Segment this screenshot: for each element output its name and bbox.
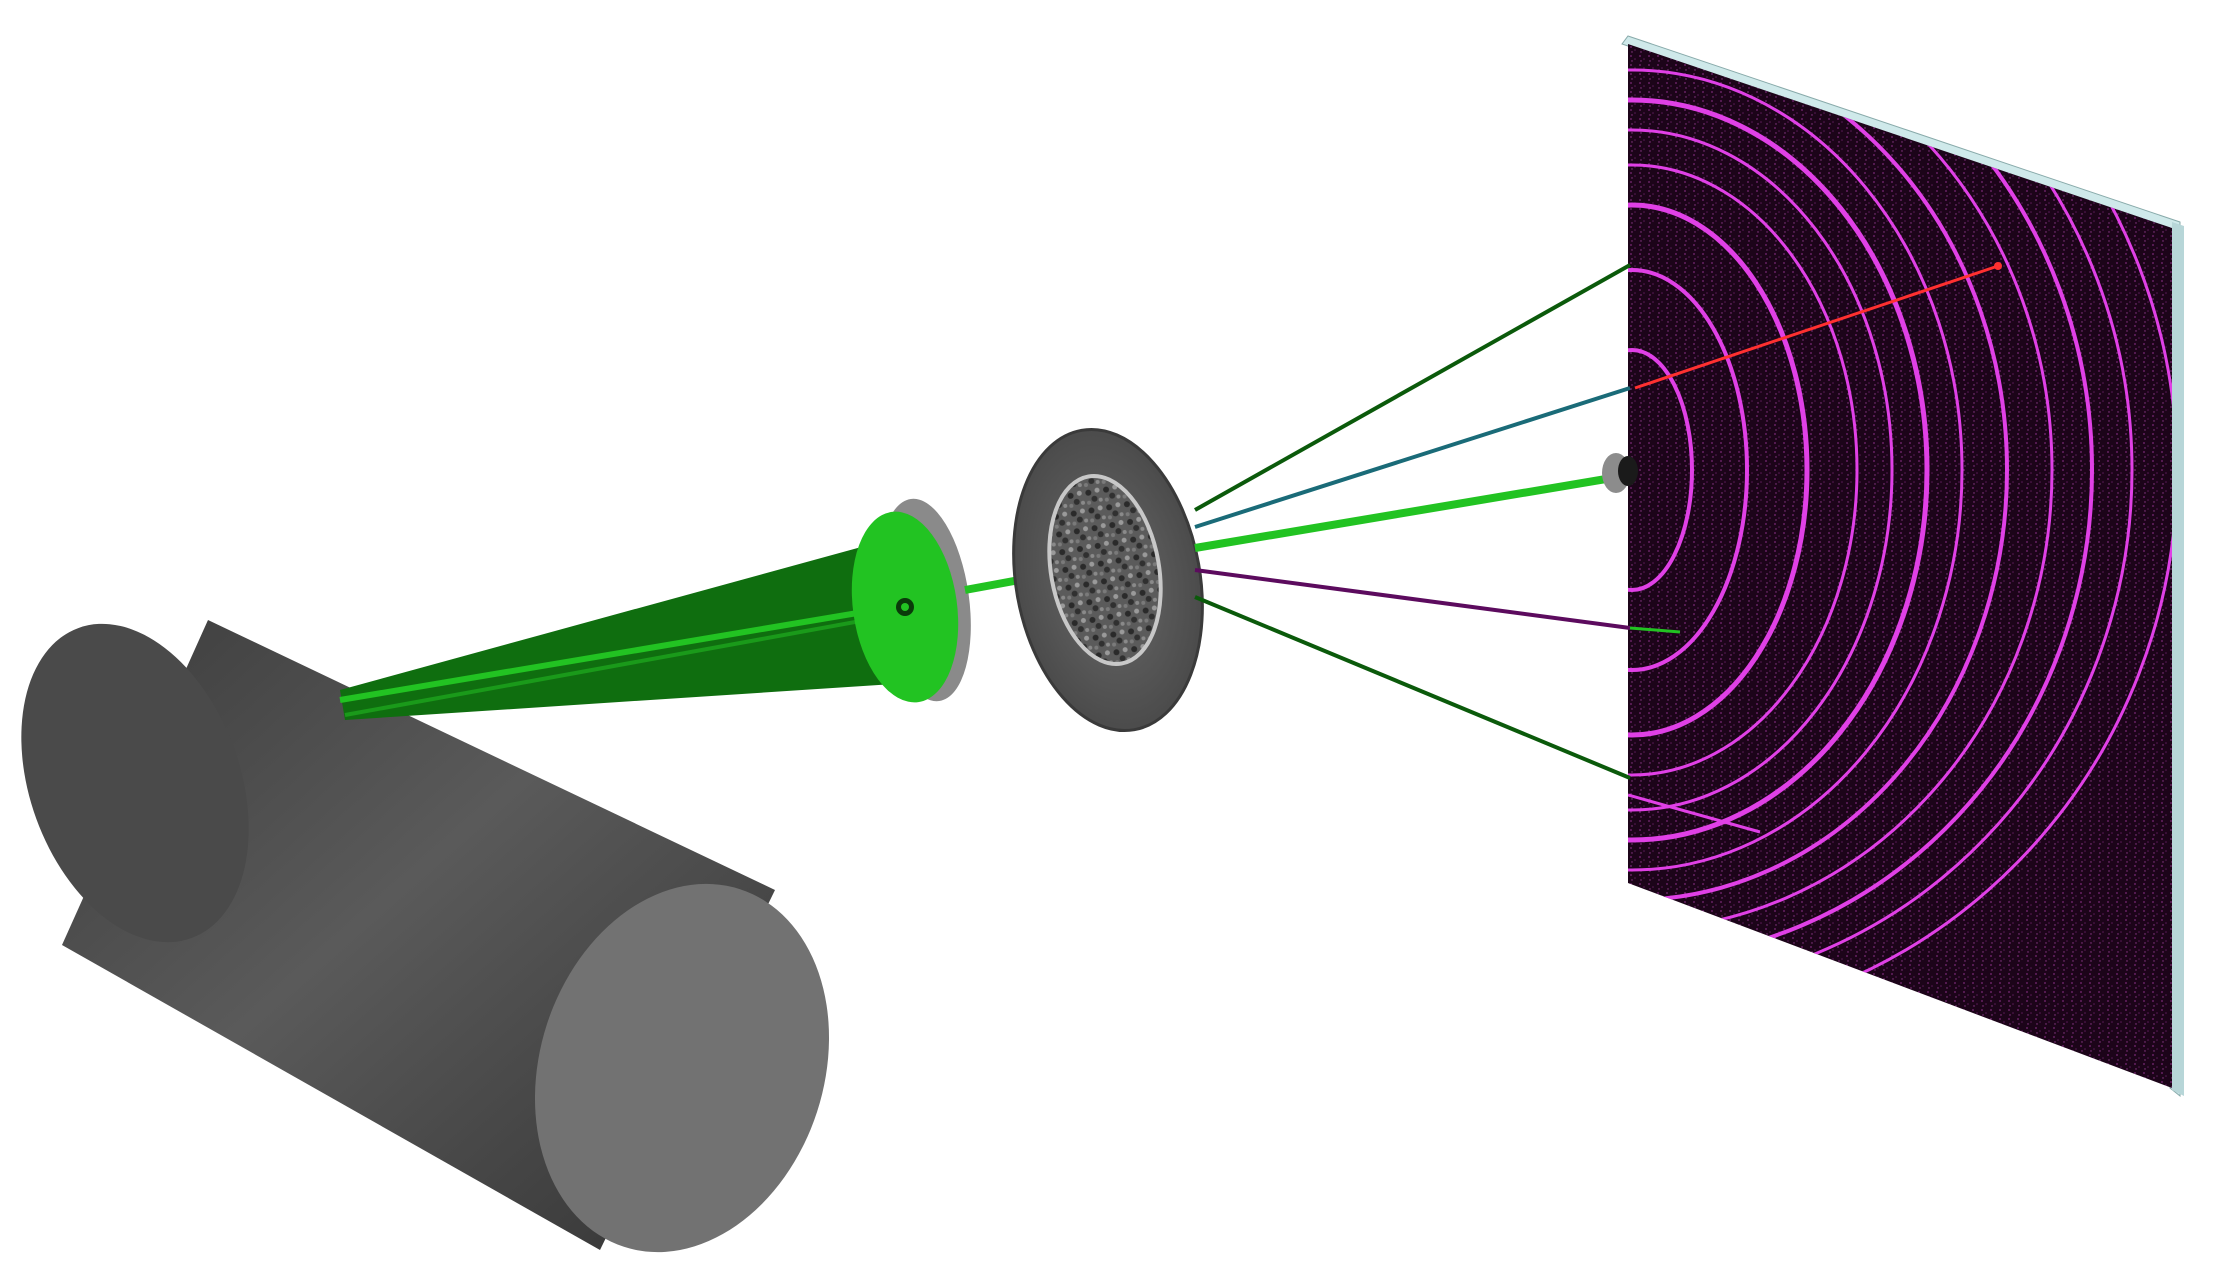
ray-bottom-outer [1194, 595, 1631, 780]
ring-radius-marker [1634, 264, 1999, 390]
ray-lower-purple [1194, 568, 1631, 630]
collimator-disc [851, 498, 971, 703]
cylinder-end-cap [534, 883, 830, 1253]
ray-upper-cyan [1194, 386, 1631, 529]
sample-holder-disc [1012, 427, 1204, 733]
beam-stop [1602, 453, 1638, 493]
ray-lower-purple-hit [1629, 626, 1681, 634]
scattered-rays [1194, 263, 1681, 780]
sample-powder [1047, 473, 1163, 667]
incident-beam [339, 535, 925, 720]
source-cylinder [21, 620, 830, 1253]
ray-top-outer [1194, 263, 1631, 512]
detector-panel [1621, 35, 2184, 1098]
ray-center-green [1194, 474, 1613, 552]
